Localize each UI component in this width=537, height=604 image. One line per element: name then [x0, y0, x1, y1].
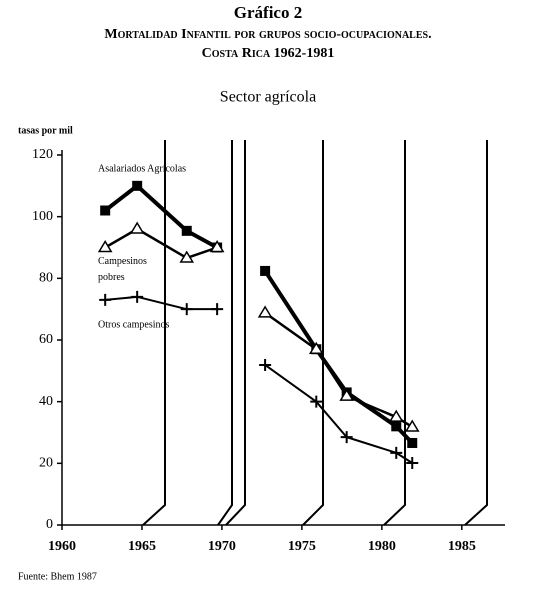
marker [310, 395, 323, 408]
x-tick-label: 1970 [208, 539, 236, 554]
break-line [217, 140, 233, 526]
break-line [225, 140, 246, 526]
marker [99, 293, 112, 306]
break-lines [142, 140, 488, 526]
chart-subtitle: Mortalidad Infantil por grupos socio-ocu… [104, 27, 431, 42]
marker [391, 421, 402, 432]
series-label: Campesinos pobres [98, 256, 147, 283]
marker [211, 303, 224, 316]
marker [129, 221, 145, 234]
marker [260, 265, 271, 276]
marker [257, 305, 273, 318]
break-line [142, 140, 166, 526]
marker [179, 250, 195, 263]
marker [132, 180, 143, 191]
break-line [302, 140, 324, 526]
marker [97, 240, 113, 253]
marker [407, 437, 418, 448]
x-tick-label: 1960 [48, 539, 76, 554]
chart-subtitle: Costa Rica 1962-1981 [202, 46, 335, 61]
marker [209, 240, 225, 253]
y-tick-label: 40 [39, 394, 53, 409]
marker [180, 303, 193, 316]
x-tick-label: 1985 [448, 539, 476, 554]
x-tick-label: 1975 [288, 539, 316, 554]
y-tick-label: 60 [39, 332, 53, 347]
x-tick-label: 1980 [368, 539, 396, 554]
marker [404, 419, 420, 432]
y-tick-label: 80 [39, 271, 53, 286]
series-label: Asalariados Agrícolas [98, 163, 186, 174]
x-tick-label: 1965 [128, 539, 156, 554]
series-label: Otros campesinos [98, 319, 169, 330]
marker [390, 446, 403, 459]
marker [181, 225, 192, 236]
chart-title: Gráfico 2 [234, 3, 302, 22]
source: Fuente: Bhem 1987 [18, 571, 97, 582]
break-line [383, 140, 406, 526]
y-tick-label: 20 [39, 456, 53, 471]
break-line [464, 140, 488, 526]
marker [340, 431, 353, 444]
y-axis-label: tasas por mil [18, 125, 73, 136]
marker [259, 358, 272, 371]
y-tick-label: 100 [32, 209, 53, 224]
y-tick-label: 120 [32, 147, 53, 162]
marker [308, 341, 324, 354]
marker [100, 205, 111, 216]
marker [339, 388, 354, 401]
section-title: Sector agrícola [220, 89, 316, 106]
marker [131, 290, 144, 303]
marker [406, 457, 419, 470]
marker [388, 409, 404, 422]
y-tick-label: 0 [46, 517, 53, 532]
